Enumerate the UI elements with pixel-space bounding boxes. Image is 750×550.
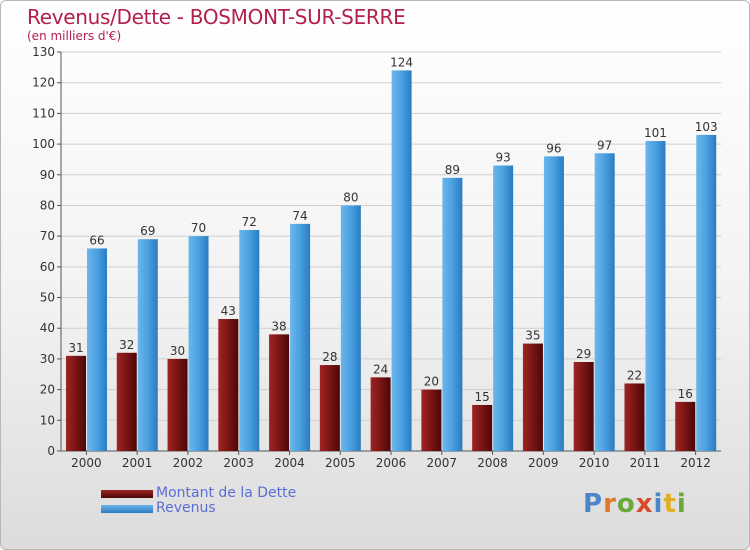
chart-subtitle: (en milliers d'€)	[27, 29, 122, 43]
data-label-dette: 15	[475, 390, 490, 404]
y-tick-label: 90	[40, 168, 55, 182]
y-tick-label: 40	[40, 321, 55, 335]
data-label-revenus: 80	[343, 190, 358, 204]
bar-dette	[167, 358, 188, 451]
legend-label-dette: Montant de la Dette	[156, 485, 297, 501]
bar-dette	[66, 355, 86, 451]
x-tick-label: 2006	[376, 456, 407, 470]
bar-dette	[116, 352, 137, 451]
legend-swatch-dette	[101, 490, 153, 498]
y-tick-label: 110	[32, 106, 55, 120]
bar-dette	[573, 361, 594, 451]
logo-letter: i	[676, 489, 687, 519]
data-label-revenus: 101	[644, 126, 667, 140]
proxiti-logo: Proxiti	[583, 489, 687, 519]
data-label-dette: 28	[322, 350, 337, 364]
data-label-revenus: 103	[695, 120, 718, 134]
logo-letter: o	[616, 489, 636, 519]
y-tick-label: 80	[40, 198, 55, 212]
data-label-revenus: 124	[390, 55, 413, 69]
data-label-dette: 32	[119, 338, 134, 352]
x-tick-label: 2002	[173, 456, 204, 470]
bar-revenus	[543, 156, 564, 451]
bar-revenus	[391, 70, 412, 452]
y-tick-label: 20	[40, 383, 55, 397]
y-tick-label: 100	[32, 137, 55, 151]
x-tick-label: 2010	[579, 456, 610, 470]
chart-title: Revenus/Dette - BOSMONT-SUR-SERRE	[27, 5, 406, 29]
legend-swatch-revenus	[101, 505, 153, 513]
x-tick-label: 2012	[680, 456, 711, 470]
data-label-revenus: 70	[191, 221, 206, 235]
x-tick-label: 2004	[274, 456, 305, 470]
data-label-revenus: 66	[89, 233, 104, 247]
bar-dette	[472, 404, 493, 451]
x-tick-label: 2003	[223, 456, 254, 470]
data-label-dette: 35	[525, 329, 540, 343]
y-tick-label: 30	[40, 352, 55, 366]
bar-dette	[624, 383, 645, 451]
y-tick-label: 130	[32, 45, 55, 59]
bar-revenus	[290, 223, 311, 451]
x-tick-label: 2001	[122, 456, 153, 470]
bar-revenus	[137, 239, 158, 451]
data-label-revenus: 97	[597, 138, 612, 152]
y-tick-label: 60	[40, 260, 55, 274]
data-label-dette: 43	[221, 304, 236, 318]
logo-letter: r	[603, 489, 617, 519]
x-tick-label: 2008	[477, 456, 508, 470]
bar-revenus	[594, 153, 615, 452]
bar-revenus	[340, 205, 361, 451]
logo-letter: P	[583, 489, 604, 519]
data-label-revenus: 72	[242, 215, 257, 229]
legend-label-revenus: Revenus	[156, 500, 216, 516]
bar-dette	[522, 343, 543, 451]
logo-letter: i	[653, 489, 664, 519]
bar-dette	[218, 319, 239, 451]
bar-revenus	[87, 248, 107, 451]
bar-dette	[675, 401, 696, 451]
data-label-dette: 31	[68, 341, 83, 355]
bar-dette	[319, 365, 340, 451]
y-tick-label: 0	[47, 444, 55, 458]
bar-revenus	[645, 141, 666, 451]
bar-revenus	[696, 134, 717, 451]
logo-letter: t	[663, 489, 677, 519]
data-label-dette: 30	[170, 344, 185, 358]
y-tick-label: 10	[40, 413, 55, 427]
data-label-dette: 29	[576, 347, 591, 361]
data-label-revenus: 69	[140, 224, 155, 238]
logo-letter: x	[635, 489, 654, 519]
bar-dette	[269, 334, 290, 451]
y-tick-label: 50	[40, 291, 55, 305]
x-tick-label: 2005	[325, 456, 356, 470]
data-label-dette: 20	[424, 375, 439, 389]
data-label-dette: 16	[678, 387, 693, 401]
bar-revenus	[239, 230, 260, 451]
data-label-dette: 24	[373, 362, 388, 376]
data-label-revenus: 89	[445, 163, 460, 177]
data-label-dette: 38	[271, 319, 286, 333]
data-label-revenus: 96	[546, 141, 561, 155]
bar-revenus	[493, 165, 514, 452]
data-label-revenus: 74	[292, 209, 307, 223]
y-tick-label: 70	[40, 229, 55, 243]
x-tick-label: 2011	[630, 456, 661, 470]
x-tick-label: 2007	[426, 456, 457, 470]
x-tick-label: 2000	[71, 456, 102, 470]
bar-dette	[370, 377, 391, 451]
data-label-dette: 22	[627, 368, 642, 382]
bar-dette	[421, 389, 442, 451]
y-tick-label: 120	[32, 76, 55, 90]
bar-revenus	[442, 177, 463, 452]
bar-revenus	[188, 236, 209, 451]
data-label-revenus: 93	[496, 151, 511, 165]
x-tick-label: 2009	[528, 456, 559, 470]
